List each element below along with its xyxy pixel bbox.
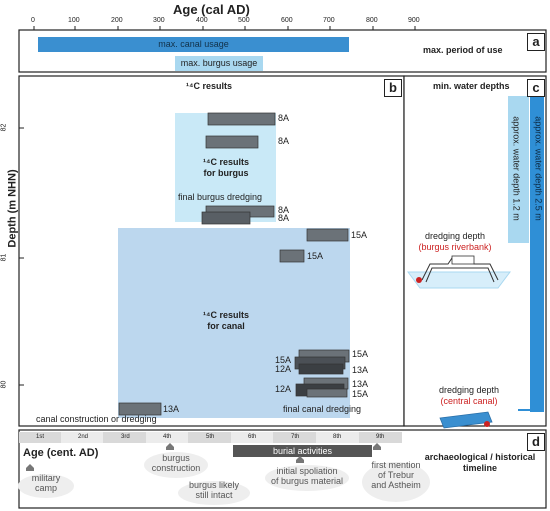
burgus-box-label: ¹⁴C results for burgus [203,157,249,178]
sample-bar [298,363,344,375]
left-axis-tick: 81 [0,253,8,262]
central-canal-illustration [439,411,493,429]
century-label: 3rd [121,434,130,440]
top-axis-tick: 200 [111,17,123,24]
top-axis-tick: 0 [31,17,35,24]
sample-label: 8A [278,213,290,223]
burial-activities-bar [233,445,372,457]
sample-bar [306,388,348,398]
burgus-usage-label: max. burgus usage [180,58,258,68]
sample-bar [306,228,349,242]
sample-label: 15A [351,230,368,240]
burgus-construction-label: burgus construction [151,453,201,473]
event-markers [26,443,381,471]
dredging-depth-burgus-sub: (burgus riverbank) [418,242,492,252]
top-axis-tick: 800 [366,17,378,24]
panel-a-letter: a [527,33,545,51]
sample-label: 15A [275,355,292,365]
sample-label: 12A [275,384,292,394]
spoliation-label: initial spoliation of burgus material [270,466,344,486]
sample-bar [207,112,276,126]
top-axis-tick: 700 [323,17,335,24]
left-axis-ticks [19,127,24,386]
panel-b-title: ¹⁴C results [186,81,232,91]
century-label: 1st [36,434,45,440]
century-label: 5th [206,434,215,440]
top-axis-tick: 100 [68,17,80,24]
sample-label: 13A [352,365,369,375]
left-axis-tick: 80 [0,380,8,389]
burgus-usage-bar [175,56,263,71]
water-depth-12-band [508,96,529,243]
sample-label: 15A [352,389,369,399]
top-axis-title: Age (cal AD) [173,2,250,17]
top-axis-tick: 900 [408,17,420,24]
first-mention-label: first mention of Trebur and Astheim [371,460,421,490]
century-label: 7th [291,434,300,440]
panel-c-letter: c [527,79,545,97]
burgus-results-box [175,113,276,222]
sample-label: 8A [278,205,290,215]
canal-usage-label: max. canal usage [158,39,229,49]
century-label: 9th [376,434,385,440]
sample-label: 15A [352,349,369,359]
century-strip [19,432,402,443]
military-camp-label: military camp [31,473,61,493]
panel-d-letter: d [527,433,545,451]
sample-label: 8A [278,136,290,146]
sample-label: 13A [352,379,369,389]
sample-label: 12A [275,364,292,374]
sample-label: 13A [163,404,180,414]
burgus-riverbank-illustration [407,255,511,289]
panel-d-title: archaeological / historical timeline [424,452,536,473]
century-label: 6th [248,434,257,440]
sample-bar [201,211,251,225]
final-canal-dredging-label: final canal dredging [283,404,362,414]
burgus-intact-label: burgus likely still intact [188,480,240,500]
event-shadows [18,452,430,505]
water-depth-12-label: approx. water depth 1.2 m [511,116,522,221]
top-axis-tick: 300 [153,17,165,24]
sample-bar [205,135,259,149]
sample-bar [279,249,305,263]
water-depth-25-label: approx. water depth 2.5 m [533,116,544,221]
century-label: 8th [333,434,342,440]
canal-construction-label: canal construction or dredging [36,414,157,424]
dredging-depth-canal-sub: (central canal) [440,396,498,406]
panel-a-title: max. period of use [423,45,503,55]
left-axis-title: Depth (m NHN) [6,169,19,248]
panel-d-axis-title: Age (cent. AD) [23,447,99,459]
top-axis-tick: 600 [281,17,293,24]
final-burgus-dredging-label: final burgus dredging [178,192,263,202]
canal-box-label: ¹⁴C results for canal [203,310,249,331]
dredging-depth-canal-label: dredging depth [438,385,500,395]
top-axis-tick: 400 [196,17,208,24]
panel-c-title: min. water depths [433,81,510,91]
top-axis-ticks [19,26,416,31]
sample-bar [118,402,162,416]
century-label: 4th [163,434,172,440]
panel-b-letter: b [384,79,402,97]
burial-activities-label: burial activities [272,446,333,456]
canal-usage-bar [38,37,349,52]
century-label: 2nd [78,434,89,440]
top-axis-tick: 500 [238,17,250,24]
sample-label: 15A [307,251,324,261]
left-axis-tick: 82 [0,123,8,132]
water-depth-25-band [530,96,544,412]
sample-label: 8A [278,113,290,123]
dredging-depth-burgus-label: dredging depth [424,231,486,241]
